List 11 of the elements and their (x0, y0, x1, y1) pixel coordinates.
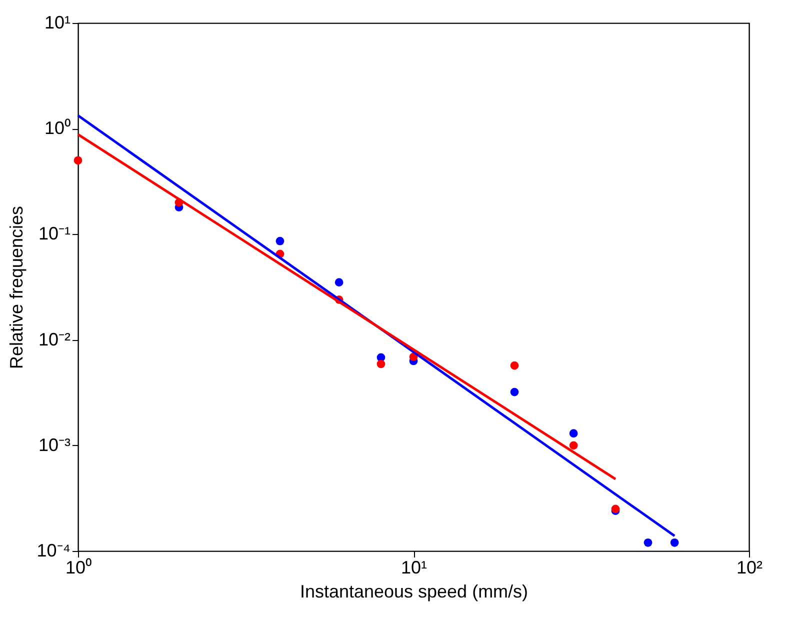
y-tick-label: 10⁻¹ (38, 224, 71, 244)
y-tick-label: 10⁰ (44, 118, 70, 138)
x-axis-title: Instantaneous speed (mm/s) (300, 582, 528, 602)
x-tick-label: 10⁰ (65, 558, 92, 578)
y-tick-label: 10⁻³ (38, 434, 71, 455)
y-tick-label: 10¹ (44, 12, 71, 32)
y-tick-label: 10⁻² (38, 329, 71, 350)
y-axis-title: Relative frequencies (6, 206, 27, 370)
x-tick-label: 10¹ (400, 558, 428, 578)
x-tick-label: 10² (736, 558, 763, 578)
y-tick-label: 10⁻⁴ (36, 540, 70, 560)
